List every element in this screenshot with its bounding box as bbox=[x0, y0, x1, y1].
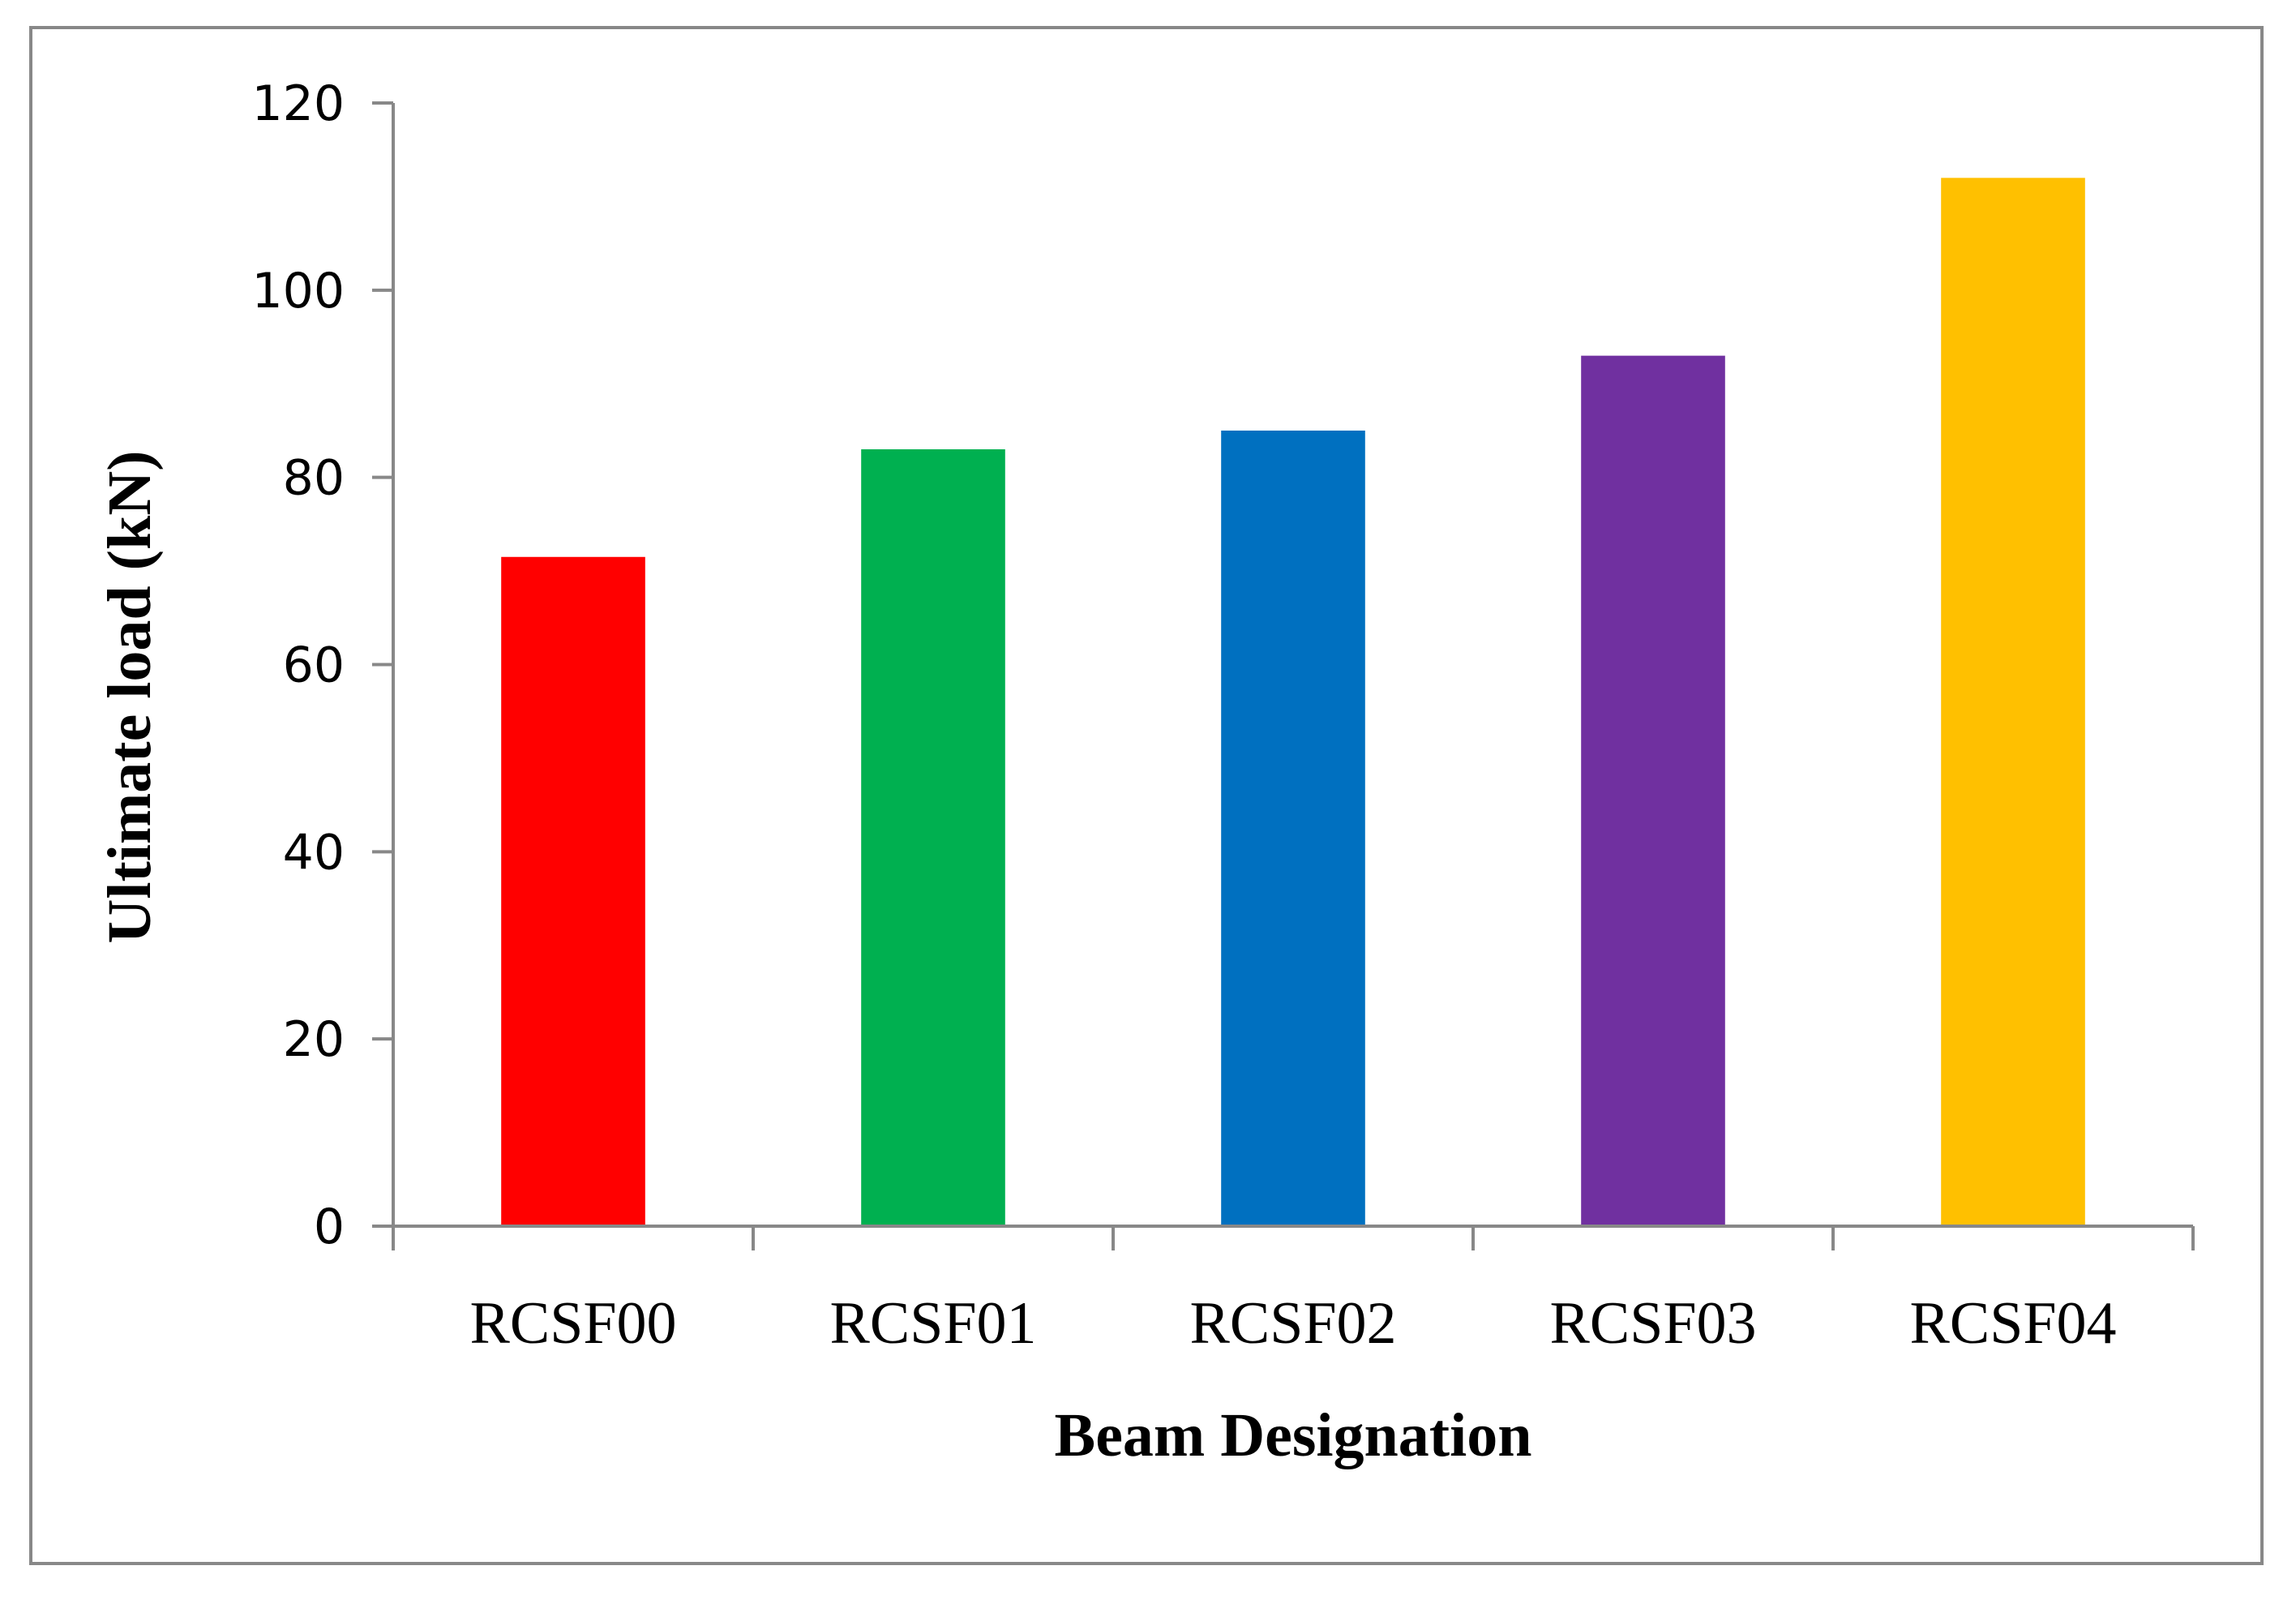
bar-rcsf04 bbox=[1941, 178, 2085, 1226]
y-tick-label: 80 bbox=[283, 450, 345, 507]
y-axis-title: Ultimate load (kN) bbox=[96, 451, 164, 944]
x-tick-label: RCSF04 bbox=[1909, 1290, 2116, 1357]
y-tick-label: 40 bbox=[283, 824, 345, 881]
y-tick-label: 60 bbox=[283, 637, 345, 694]
x-axis-ticks bbox=[392, 1226, 2195, 1250]
y-axis-ticks: 0 20 40 60 80 100 120 bbox=[251, 75, 393, 1255]
x-tick-label: RCSF03 bbox=[1549, 1290, 1756, 1357]
y-tick-label: 100 bbox=[251, 263, 345, 320]
x-tick-label: RCSF02 bbox=[1189, 1290, 1396, 1357]
chart-border bbox=[29, 26, 2264, 1565]
bar-rcsf00 bbox=[501, 556, 645, 1226]
x-axis-labels: RCSF00 RCSF01 RCSF02 RCSF03 RCSF04 bbox=[469, 1290, 2116, 1357]
bars bbox=[501, 178, 2085, 1226]
bar-rcsf03 bbox=[1581, 355, 1725, 1226]
bar-rcsf02 bbox=[1221, 430, 1365, 1226]
x-tick-label: RCSF01 bbox=[829, 1290, 1036, 1357]
y-tick-label: 0 bbox=[314, 1199, 345, 1255]
y-tick-label: 20 bbox=[283, 1011, 345, 1068]
y-tick-label: 120 bbox=[251, 75, 345, 132]
bar-rcsf01 bbox=[861, 449, 1005, 1226]
x-tick-label: RCSF00 bbox=[469, 1290, 676, 1357]
x-axis-title: Beam Designation bbox=[1055, 1401, 1532, 1469]
